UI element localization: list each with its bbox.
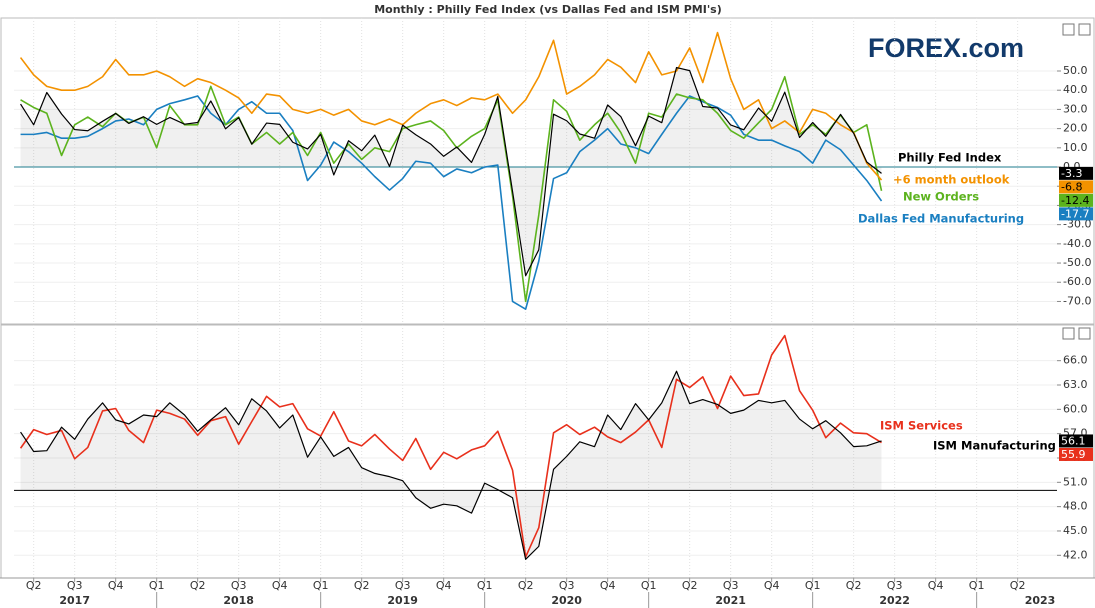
x-tick-label: Q2 xyxy=(26,579,42,592)
value-box xyxy=(1059,207,1093,221)
x-tick-label: Q1 xyxy=(149,579,165,592)
series-annotation: New Orders xyxy=(903,190,979,204)
value-label: 55.9 xyxy=(1061,448,1086,461)
y-tick-label: 42.0 xyxy=(1063,548,1088,561)
area-fill xyxy=(20,67,882,276)
year-label: 2022 xyxy=(879,594,910,607)
x-tick-label: Q2 xyxy=(846,579,862,592)
year-label: 2021 xyxy=(715,594,746,607)
value-label: -17.7 xyxy=(1061,207,1089,220)
value-box xyxy=(1059,193,1093,207)
y-tick-label: 60.0 xyxy=(1063,402,1088,415)
year-label: 2020 xyxy=(551,594,582,607)
x-tick-label: Q2 xyxy=(190,579,206,592)
year-label: 2023 xyxy=(1025,594,1056,607)
series-annotation: +6 month outlook xyxy=(893,173,1010,187)
value-label: -3.3 xyxy=(1061,167,1082,180)
series-line xyxy=(19,31,883,181)
value-box xyxy=(1059,166,1093,180)
y-tick-label: -50.0 xyxy=(1063,256,1091,269)
x-tick-label: Q1 xyxy=(313,579,329,592)
chart-title: Monthly : Philly Fed Index (vs Dallas Fe… xyxy=(374,3,722,16)
y-tick-label: 51.0 xyxy=(1063,475,1088,488)
panel-button[interactable] xyxy=(1062,327,1075,340)
y-tick-label: 63.0 xyxy=(1063,378,1088,391)
value-box xyxy=(1059,180,1093,194)
value-label: -12.4 xyxy=(1061,194,1089,207)
y-tick-label: 48.0 xyxy=(1063,500,1088,513)
y-tick-label: 20.0 xyxy=(1063,122,1088,135)
y-tick-label: -40.0 xyxy=(1063,237,1091,250)
x-tick-label: Q4 xyxy=(764,579,780,592)
area-fill xyxy=(20,371,882,560)
year-label: 2018 xyxy=(223,594,254,607)
x-tick-label: Q4 xyxy=(928,579,944,592)
series-annotation: Dallas Fed Manufacturing xyxy=(858,212,1024,226)
panel-button[interactable] xyxy=(1062,23,1075,36)
x-tick-label: Q4 xyxy=(272,579,288,592)
x-tick-label: Q3 xyxy=(723,579,739,592)
series-line xyxy=(19,334,882,558)
series-annotation: ISM Services xyxy=(880,419,963,433)
value-label: -6.8 xyxy=(1061,180,1082,193)
y-tick-label: -30.0 xyxy=(1063,218,1091,231)
series-annotation: Philly Fed Index xyxy=(898,151,1002,165)
x-tick-label: Q4 xyxy=(108,579,124,592)
value-label: 56.1 xyxy=(1061,434,1086,447)
series-line xyxy=(20,75,883,303)
panel-button[interactable] xyxy=(1078,327,1091,340)
series-line xyxy=(20,370,882,560)
panel-button[interactable] xyxy=(1078,23,1091,36)
x-tick-label: Q2 xyxy=(518,579,534,592)
x-tick-label: Q2 xyxy=(354,579,370,592)
x-tick-label: Q1 xyxy=(969,579,985,592)
value-box xyxy=(1059,434,1093,448)
x-tick-label: Q4 xyxy=(436,579,452,592)
series-line xyxy=(20,66,882,277)
x-tick-label: Q3 xyxy=(395,579,411,592)
x-tick-label: Q2 xyxy=(1010,579,1026,592)
y-tick-label: 50.0 xyxy=(1063,64,1088,77)
y-tick-label: 30.0 xyxy=(1063,102,1088,115)
year-label: 2019 xyxy=(387,594,418,607)
x-tick-label: Q3 xyxy=(67,579,83,592)
x-tick-label: Q4 xyxy=(600,579,616,592)
logo: FOREX.com xyxy=(868,33,1024,63)
x-tick-label: Q3 xyxy=(231,579,247,592)
y-tick-label: -70.0 xyxy=(1063,294,1091,307)
series-annotation: ISM Manufacturing xyxy=(933,439,1056,453)
x-tick-label: Q2 xyxy=(682,579,698,592)
y-tick-label: 10.0 xyxy=(1063,141,1088,154)
value-box xyxy=(1059,447,1093,461)
x-tick-label: Q3 xyxy=(559,579,575,592)
top-panel-frame xyxy=(0,17,1095,325)
x-tick-label: Q1 xyxy=(477,579,493,592)
y-tick-label: 45.0 xyxy=(1063,524,1088,537)
series-line xyxy=(20,95,883,310)
y-tick-label: 40.0 xyxy=(1063,83,1088,96)
y-tick-label: -60.0 xyxy=(1063,275,1091,288)
x-tick-label: Q1 xyxy=(805,579,821,592)
x-tick-label: Q3 xyxy=(887,579,903,592)
x-tick-label: Q1 xyxy=(641,579,657,592)
year-label: 2017 xyxy=(59,594,90,607)
y-tick-label: 66.0 xyxy=(1063,354,1088,367)
